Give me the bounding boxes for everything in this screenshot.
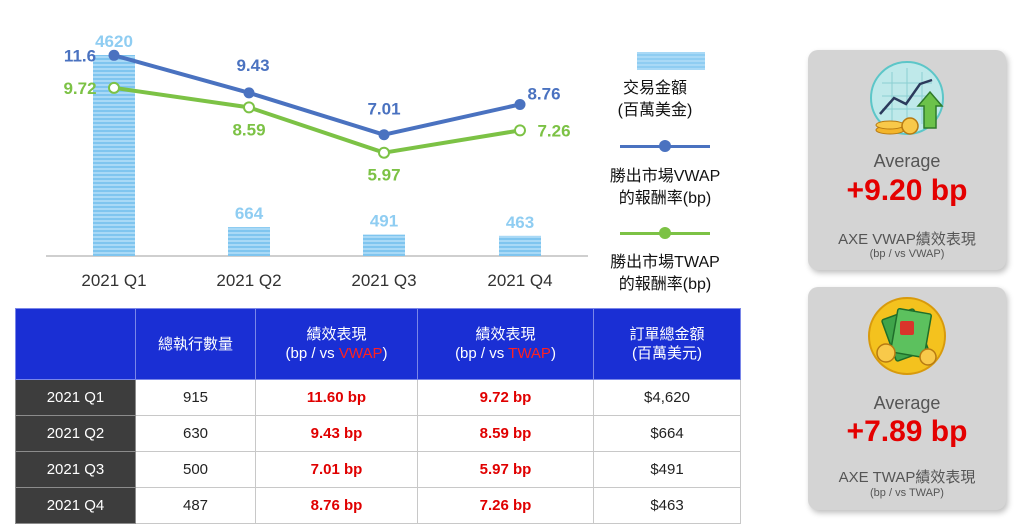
- row-amount: $664: [593, 415, 741, 452]
- table-row: 2021 Q1 915 11.60 bp 9.72 bp $4,620: [15, 379, 741, 416]
- series-point: [108, 49, 120, 61]
- row-twap: 5.97 bp: [417, 451, 594, 488]
- combo-chart: 4620 2021 Q1 664 2021 Q2 491 2021 Q3 463 2021 Q…: [46, 32, 588, 290]
- series-value-label: 8.59: [232, 120, 265, 139]
- series-line-1: [113, 85, 521, 155]
- bar-1: [228, 227, 270, 256]
- table-row: 2021 Q2 630 9.43 bp 8.59 bp $664: [15, 415, 741, 452]
- bar-3: [499, 235, 541, 256]
- row-count: 500: [135, 451, 256, 488]
- vwap-average-card: Average +9.20 bp AXE VWAP績效表現 (bp / vs V…: [808, 50, 1006, 270]
- row-amount: $463: [593, 487, 741, 524]
- series-point: [378, 129, 390, 141]
- row-vwap: 7.01 bp: [255, 451, 418, 488]
- row-quarter: 2021 Q1: [15, 379, 136, 416]
- bar-value-label: 463: [506, 213, 534, 232]
- card-subtitle: (bp / vs TWAP): [870, 487, 944, 499]
- table-row: 2021 Q4 487 8.76 bp 7.26 bp $463: [15, 487, 741, 524]
- bar-value-label: 664: [235, 204, 264, 223]
- card-title: AXE VWAP績效表現: [838, 231, 976, 248]
- x-tick-label: 2021 Q2: [216, 271, 281, 290]
- row-quarter: 2021 Q2: [15, 415, 136, 452]
- header-blank: [15, 308, 136, 380]
- growth-chart-icon: [870, 61, 944, 135]
- series-value-label: 9.72: [63, 79, 96, 98]
- table-row: 2021 Q3 500 7.01 bp 5.97 bp $491: [15, 451, 741, 488]
- bar-value-label: 491: [370, 212, 398, 231]
- card-average-label: Average: [873, 151, 941, 171]
- card-average-value: +7.89 bp: [846, 415, 968, 448]
- row-twap: 9.72 bp: [417, 379, 594, 416]
- row-twap: 8.59 bp: [417, 415, 594, 452]
- bar-value-label: 4620: [95, 32, 133, 51]
- card-average-value: +9.20 bp: [846, 174, 968, 207]
- money-icon: [868, 297, 946, 375]
- series-point: [514, 124, 526, 137]
- bar-2: [363, 234, 405, 256]
- x-tick-label: 2021 Q3: [351, 271, 416, 290]
- series-point: [108, 81, 120, 94]
- series-point: [243, 87, 255, 99]
- x-tick-label: 2021 Q4: [487, 271, 552, 290]
- row-vwap: 8.76 bp: [255, 487, 418, 524]
- x-tick-label: 2021 Q1: [81, 271, 146, 290]
- card-title: AXE TWAP績效表現: [838, 469, 976, 486]
- row-vwap: 11.60 bp: [255, 379, 418, 416]
- row-vwap: 9.43 bp: [255, 415, 418, 452]
- series-value-label: 7.26: [537, 121, 570, 140]
- header-twap: 績效表現 (bp / vs TWAP): [417, 308, 594, 380]
- card-subtitle: (bp / vs VWAP): [869, 248, 945, 260]
- twap-average-card: Average +7.89 bp AXE TWAP績效表現 (bp / vs T…: [808, 287, 1006, 510]
- series-point: [378, 146, 390, 159]
- header-count: 總執行數量: [135, 308, 256, 380]
- row-amount: $4,620: [593, 379, 741, 416]
- header-amount: 訂單總金額 (百萬美元): [593, 308, 741, 380]
- series-point: [243, 101, 255, 114]
- series-value-label: 11.6: [64, 46, 96, 65]
- series-line-0: [113, 53, 521, 137]
- legend-bar-swatch: [637, 52, 705, 70]
- row-twap: 7.26 bp: [417, 487, 594, 524]
- row-count: 630: [135, 415, 256, 452]
- table-header-row: 總執行數量 績效表現 (bp / vs VWAP) 績效表現 (bp / vs …: [15, 308, 741, 380]
- series-value-label: 8.76: [527, 84, 560, 103]
- row-amount: $491: [593, 451, 741, 488]
- legend-twap-label: 勝出市場TWAP 的報酬率(bp): [610, 254, 720, 293]
- legend-vwap-label: 勝出市場VWAP 的報酬率(bp): [609, 168, 721, 207]
- series-value-label: 5.97: [367, 166, 400, 185]
- row-quarter: 2021 Q3: [15, 451, 136, 488]
- series-value-label: 9.43: [236, 56, 269, 75]
- legend-twap-dot: [659, 227, 671, 239]
- legend-vwap-dot: [659, 140, 671, 152]
- row-count: 487: [135, 487, 256, 524]
- performance-table: 總執行數量 績效表現 (bp / vs VWAP) 績效表現 (bp / vs …: [15, 308, 741, 524]
- series-point: [514, 98, 526, 110]
- row-count: 915: [135, 379, 256, 416]
- legend-bar-label: 交易金額 (百萬美金): [617, 80, 693, 119]
- series-value-label: 7.01: [367, 100, 400, 119]
- row-quarter: 2021 Q4: [15, 487, 136, 524]
- card-average-label: Average: [873, 393, 941, 413]
- header-vwap: 績效表現 (bp / vs VWAP): [255, 308, 418, 380]
